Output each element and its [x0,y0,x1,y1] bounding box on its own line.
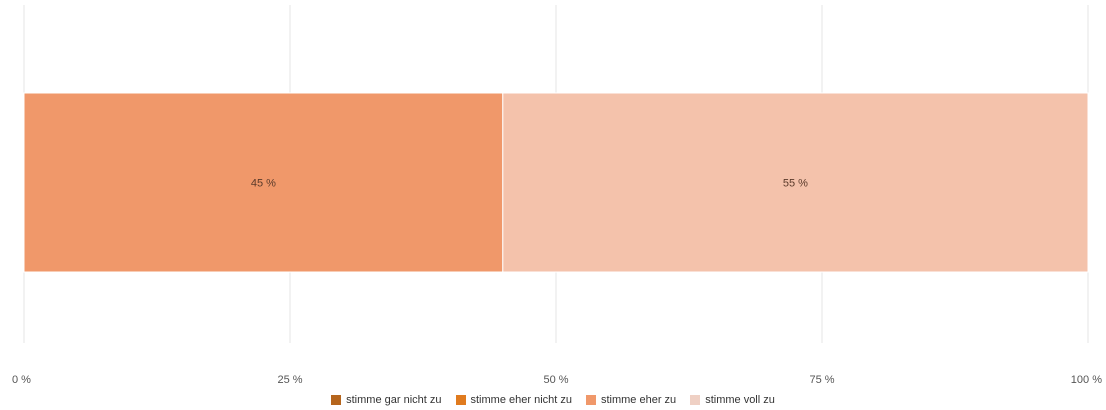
legend-item-stimme-eher-zu[interactable]: stimme eher zu [585,394,677,406]
bar-data-label: 45 % [251,178,276,190]
legend-item-stimme-eher-nicht-zu[interactable]: stimme eher nicht zu [455,394,572,406]
bar-segment-4[interactable] [502,92,1089,273]
bar-data-label: 55 % [783,178,808,190]
x-axis-tick-labels: 0 % 25 % 50 % 75 % 100 % [12,374,1102,386]
legend-swatch [690,395,701,405]
legend-item-stimme-gar-nicht-zu[interactable]: stimme gar nicht zu [331,394,442,406]
x-tick-label: 75 % [809,374,834,386]
chart-plot: 45 % 55 % 0 % 25 % 50 % 75 % 100 % [12,5,1102,386]
data-labels: 45 % 55 % [251,178,808,190]
legend-swatch [331,395,342,405]
bars [23,92,1089,273]
x-tick-label: 50 % [543,374,568,386]
x-tick-label: 25 % [277,374,302,386]
legend: stimme gar nicht zu stimme eher nicht zu… [0,391,1106,409]
legend-swatch [455,395,466,405]
legend-label: stimme gar nicht zu [346,394,442,406]
bar-segment-3[interactable] [23,92,504,273]
legend-label: stimme eher nicht zu [470,394,572,406]
x-tick-label: 0 % [12,374,31,386]
legend-item-stimme-voll-zu[interactable]: stimme voll zu [690,394,775,406]
legend-label: stimme eher zu [600,394,677,406]
legend-label: stimme voll zu [705,394,775,406]
legend-swatch [585,395,596,405]
x-tick-label: 100 % [1071,374,1102,386]
